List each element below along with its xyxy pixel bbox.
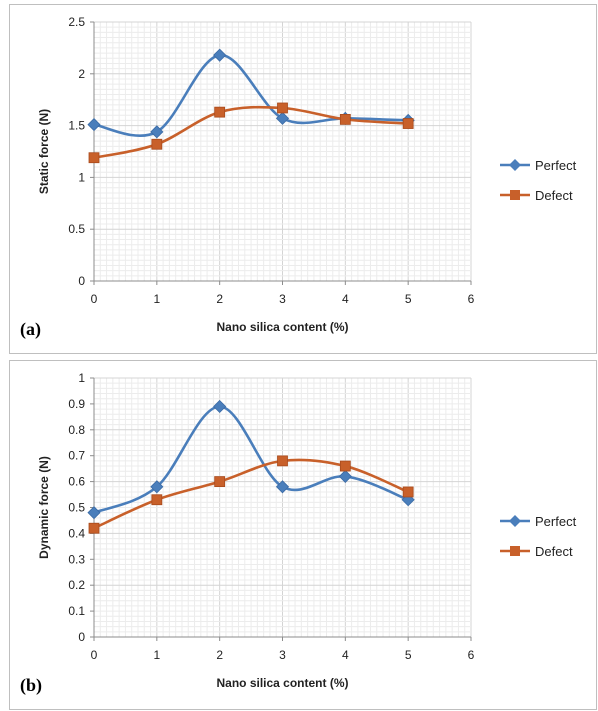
data-point	[402, 486, 414, 498]
x-axis-title: Nano silica content (%)	[216, 676, 348, 690]
series-line	[93, 458, 409, 530]
chart-panel-a: 0 0.5 1 1.5 2 2.5 0 1 2 3 4 5 6 Nano silica content (…	[9, 4, 597, 354]
legend-marker	[509, 159, 521, 171]
x-tick-label: 2	[216, 648, 223, 662]
data-point	[402, 118, 414, 129]
x-tick-label: 5	[405, 292, 412, 306]
data-point	[88, 152, 100, 164]
x-tick-label: 6	[468, 648, 475, 662]
data-point	[339, 113, 351, 125]
series-defect	[88, 455, 414, 534]
x-axis-title: Nano silica content (%)	[216, 320, 348, 334]
data-point	[275, 111, 290, 125]
x-tick-label: 3	[279, 292, 286, 306]
grid	[93, 377, 472, 638]
legend-label: Perfect	[535, 158, 577, 173]
panel-label: (a)	[20, 319, 41, 340]
y-tick-label: 0.9	[68, 397, 85, 411]
data-point	[213, 399, 227, 414]
legend-label: Defect	[535, 188, 573, 203]
data-point	[277, 455, 288, 467]
data-point	[88, 522, 100, 534]
y-tick-label: 0.5	[68, 501, 85, 515]
y-tick-label: 0.1	[68, 604, 85, 618]
legend-marker	[509, 515, 521, 527]
y-axis-title: Static force (N)	[37, 109, 51, 194]
y-tick-label: 0.5	[68, 222, 85, 236]
x-tick-label: 2	[216, 292, 223, 306]
y-tick-label: 0.7	[68, 449, 85, 463]
y-tick-label: 1	[78, 371, 85, 385]
y-tick-label: 0	[78, 630, 85, 644]
y-tick-label: 1	[78, 170, 85, 184]
y-tick-label: 0	[78, 274, 85, 288]
y-tick-label: 2	[78, 67, 85, 81]
data-point	[214, 106, 226, 118]
y-tick-label: 0.6	[68, 475, 85, 489]
data-point	[150, 480, 164, 494]
y-tick-label: 0.2	[68, 578, 85, 592]
x-tick-label: 4	[342, 648, 349, 662]
y-tick-label: 1.5	[68, 119, 85, 133]
data-point	[87, 117, 101, 132]
x-tick-label: 4	[342, 292, 349, 306]
chart-panel-b: 0 0.1 0.2 0.3 0.4 0.5 0.6 0.7 0.8 0.9 1 0 1 2 3 4 5 6 Nano…	[9, 360, 597, 710]
legend: Perfect Defect	[500, 514, 577, 559]
data-point	[275, 480, 290, 494]
data-point	[151, 138, 163, 150]
data-point	[151, 494, 163, 506]
x-tick-label: 6	[468, 292, 475, 306]
data-point	[87, 506, 101, 520]
data-point	[150, 125, 164, 139]
data-point	[277, 102, 288, 114]
legend-marker	[510, 546, 520, 556]
y-axis-title: Dynamic force (N)	[37, 456, 51, 559]
legend-label: Defect	[535, 544, 573, 559]
grid	[93, 21, 472, 282]
series-perfect	[87, 399, 415, 520]
data-point	[213, 48, 227, 62]
legend-marker	[510, 190, 520, 200]
x-tick-label: 0	[91, 292, 98, 306]
legend-label: Perfect	[535, 514, 577, 529]
series-defect	[88, 102, 414, 164]
y-tick-label: 0.8	[68, 423, 85, 437]
data-point	[214, 476, 226, 487]
dynamic-force-chart: 0 0.1 0.2 0.3 0.4 0.5 0.6 0.7 0.8 0.9 1 0 1 2 3 4 5 6 Nano…	[20, 371, 577, 696]
data-point	[339, 460, 351, 472]
y-tick-label: 2.5	[68, 15, 85, 29]
x-tick-label: 1	[153, 648, 160, 662]
x-tick-label: 1	[153, 292, 160, 306]
x-tick-label: 3	[279, 648, 286, 662]
static-force-chart: 0 0.5 1 1.5 2 2.5 0 1 2 3 4 5 6 Nano silica content (…	[20, 15, 577, 340]
data-point	[338, 469, 352, 483]
x-tick-label: 0	[91, 648, 98, 662]
x-tick-label: 5	[405, 648, 412, 662]
y-tick-label: 0.4	[68, 526, 85, 540]
y-tick-label: 0.3	[68, 552, 85, 566]
panel-label: (b)	[20, 675, 42, 696]
legend: Perfect Defect	[500, 158, 577, 203]
